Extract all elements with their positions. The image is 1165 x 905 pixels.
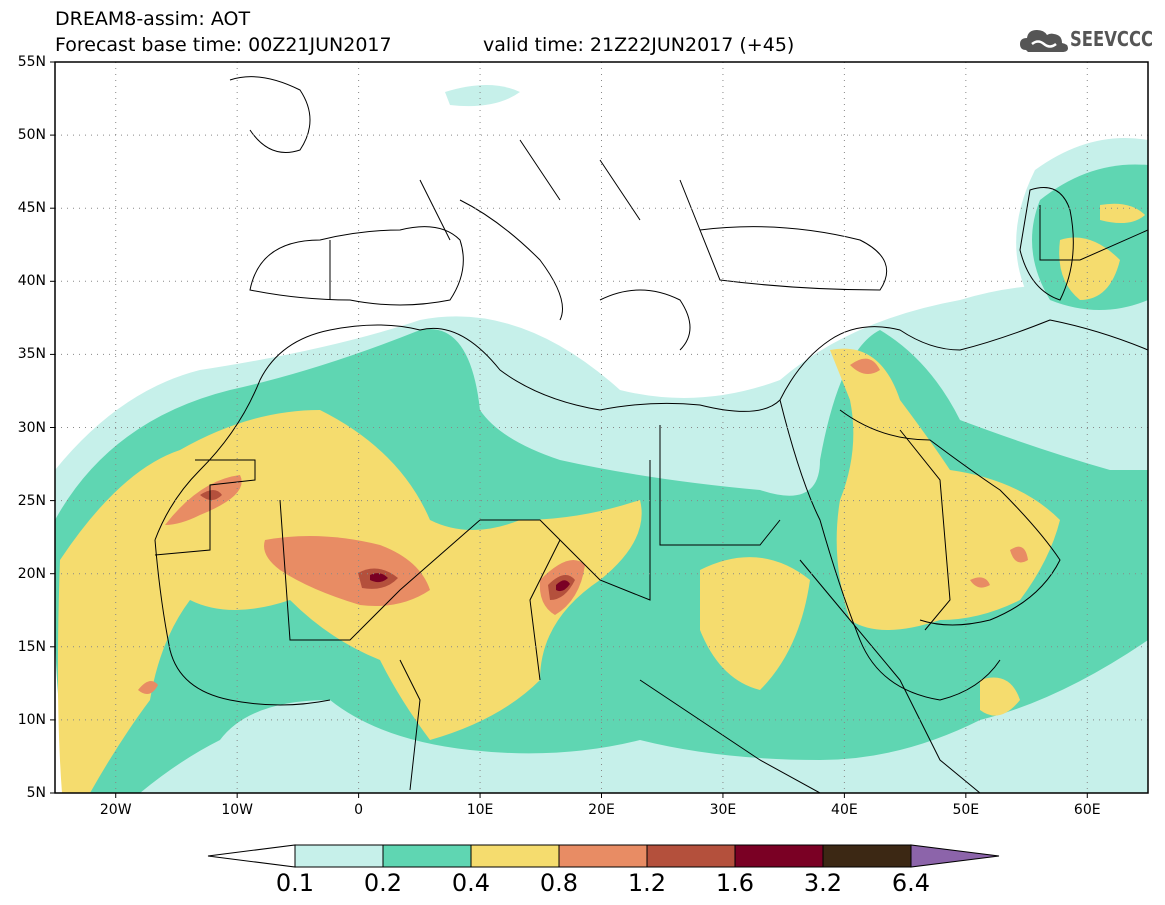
colorbar-low-arrow <box>207 844 296 868</box>
lat-label: 10N <box>17 711 46 728</box>
border-central-africa <box>639 679 821 793</box>
colorbar-segment <box>294 844 384 868</box>
lon-label: 60E <box>1073 802 1101 818</box>
arabian-coast <box>839 409 1061 626</box>
lon-label: 20W <box>99 802 132 818</box>
lat-label: 35N <box>17 346 46 363</box>
lon-label: 50E <box>952 802 980 818</box>
forecast-base-time: Forecast base time: 00Z21JUN2017 <box>55 34 392 56</box>
colorbar-label: 0.1 <box>275 869 315 897</box>
lon-label: 40E <box>831 802 858 818</box>
border-libya-chad <box>480 460 651 601</box>
lat-label: 50N <box>17 127 46 144</box>
lon-label: 0 <box>354 802 364 818</box>
country-borders <box>154 139 1148 793</box>
west-africa-coast <box>154 539 331 706</box>
graticule <box>55 62 1148 793</box>
border-nigeria <box>399 659 421 791</box>
axis-ticks <box>50 61 1088 798</box>
lon-label: 10W <box>221 802 253 818</box>
red-sea-coast <box>779 399 1001 701</box>
colorbar-label: 0.2 <box>363 869 403 897</box>
colorbar-label: 0.8 <box>539 869 579 897</box>
border-kazakh <box>1039 205 1148 261</box>
aot-level-1-6 <box>370 573 570 592</box>
colorbar-segment <box>822 844 912 868</box>
lat-label: 5N <box>26 785 46 801</box>
lat-label: 20N <box>17 565 46 582</box>
caspian-coast <box>1019 187 1074 301</box>
colorbar-high-arrow <box>910 844 1000 868</box>
border-niger-chad <box>529 539 561 681</box>
map-title: DREAM8-assim: AOT <box>55 8 251 30</box>
colorbar-segment <box>382 844 472 868</box>
north-africa-coast <box>154 319 1148 541</box>
greece-coast <box>599 289 691 351</box>
colorbar-segment <box>734 844 824 868</box>
colorbar-label: 1.6 <box>715 869 755 897</box>
coastlines <box>154 76 1148 706</box>
iberia-coast <box>249 226 464 306</box>
colorbar-segment <box>558 844 648 868</box>
lat-label: 25N <box>17 492 46 509</box>
colorbar-label: 1.2 <box>627 869 667 897</box>
border-saudi <box>899 429 951 631</box>
border-w-sahara <box>154 459 256 556</box>
lon-label: 10E <box>466 802 494 818</box>
italy-coast <box>459 199 563 321</box>
black-sea-coast <box>699 226 888 291</box>
colorbar-label: 3.2 <box>803 869 843 897</box>
lat-label: 40N <box>17 273 46 290</box>
lat-label: 30N <box>17 419 46 436</box>
colorbar-segment <box>470 844 560 868</box>
seevccc-logo: SEEVCCC <box>1018 22 1158 58</box>
lon-label: 30E <box>709 802 737 818</box>
valid-time: valid time: 21Z22JUN2017 (+45) <box>483 34 795 56</box>
colorbar-label: 0.4 <box>451 869 491 897</box>
britain-coast <box>229 76 311 153</box>
lat-label: 45N <box>17 200 46 217</box>
lon-label: 20E <box>588 802 615 818</box>
colorbar-segment <box>646 844 736 868</box>
colorbar-label: 6.4 <box>891 869 931 897</box>
border-europe <box>329 139 701 300</box>
colorbar <box>207 844 1000 868</box>
border-mali <box>279 499 481 641</box>
lat-label: 15N <box>17 638 46 655</box>
logo-text: SEEVCCC <box>1070 27 1154 51</box>
border-egypt-sudan <box>659 425 781 546</box>
cloud-icon <box>1020 30 1068 52</box>
border-ethiopia <box>799 559 981 793</box>
lat-label: 55N <box>17 54 46 70</box>
